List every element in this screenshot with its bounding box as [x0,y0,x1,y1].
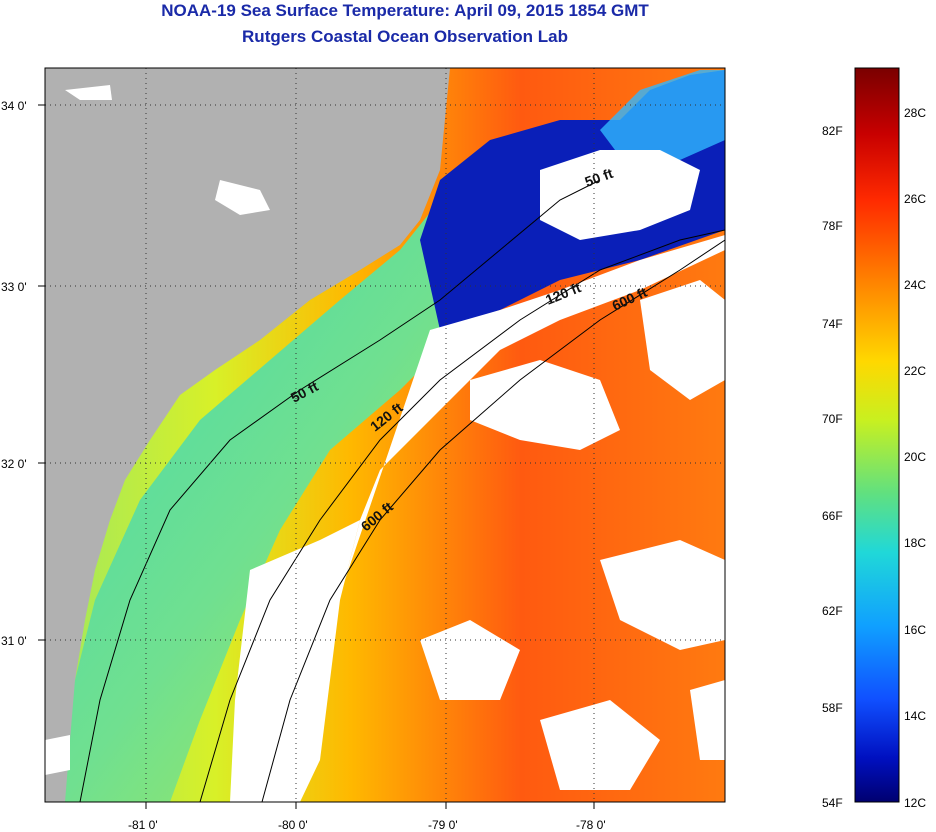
x-axis-labels: -81 0' -80 0' -79 0' -78 0' [128,818,606,832]
x-tick-label: -81 0' [128,818,158,832]
cloud-mask [45,85,725,802]
graticule [45,68,725,802]
colorbar-f-label: 82F [822,124,843,138]
colorbar [854,67,900,803]
colorbar-c-label: 18C [904,536,926,550]
map-title: NOAA-19 Sea Surface Temperature: April 0… [161,1,649,20]
colorbar-f-label: 70F [822,412,843,426]
y-tick-label: 34 0' [1,99,27,113]
colorbar-f-label: 66F [822,509,843,523]
colorbar-c-label: 22C [904,364,926,378]
colorbar-f-label: 58F [822,701,843,715]
colorbar-c-label: 20C [904,450,926,464]
x-tick-label: -78 0' [576,818,606,832]
colorbar-c-label: 28C [904,106,926,120]
isobath-50ft [79,179,601,802]
map-subtitle: Rutgers Coastal Ocean Observation Lab [242,27,568,46]
colorbar-f-label: 62F [822,604,843,618]
colorbar-c-label: 16C [904,623,926,637]
colorbar-f-label: 74F [822,317,843,331]
colorbar-c-label: 26C [904,192,926,206]
colorbar-f-label: 78F [822,219,843,233]
isobath-120ft [199,229,725,802]
shelf-water [60,180,520,802]
map-layers: 50 ft 120 ft 600 ft 50 ft 120 ft 600 ft [45,68,725,802]
cold-water-fringe [600,70,725,170]
y-tick-label: 32 0' [1,457,27,471]
x-tick-label: -79 0' [428,818,458,832]
axis-ticks [38,104,595,809]
land [45,68,450,802]
isobaths [79,179,725,802]
y-tick-label: 33 0' [1,280,27,294]
x-tick-label: -80 0' [278,818,308,832]
colorbar-c-label: 24C [904,278,926,292]
colorbar-c-label: 14C [904,709,926,723]
colorbar-f-labels: 82F 78F 74F 70F 66F 62F 58F 54F [822,124,843,810]
y-tick-label: 31 0' [1,634,27,648]
colorbar-c-labels: 28C 26C 24C 22C 20C 18C 16C 14C 12C [904,106,926,810]
y-axis-labels: 34 0' 33 0' 32 0' 31 0' [1,99,27,648]
map-frame [44,67,726,803]
colorbar-f-label: 54F [822,796,843,810]
colorbar-c-label: 12C [904,796,926,810]
isobath-600ft [261,239,725,802]
